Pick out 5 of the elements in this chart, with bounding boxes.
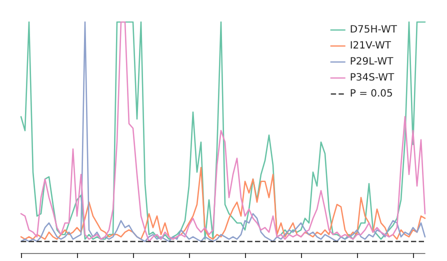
legend-label: D75H-WT (350, 24, 398, 36)
legend-label: I21V-WT (350, 40, 392, 52)
legend-label: P = 0.05 (350, 88, 393, 100)
legend-label: P34S-WT (350, 72, 396, 84)
legend-label: P29L-WT (350, 56, 394, 68)
